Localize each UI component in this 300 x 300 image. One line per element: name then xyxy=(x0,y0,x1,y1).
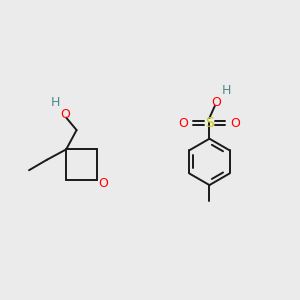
Text: S: S xyxy=(205,116,214,130)
Text: O: O xyxy=(99,177,109,190)
Text: O: O xyxy=(60,108,70,121)
Text: O: O xyxy=(178,117,188,130)
Text: O: O xyxy=(211,96,221,109)
Text: O: O xyxy=(231,117,241,130)
Text: H: H xyxy=(51,96,61,109)
Text: H: H xyxy=(221,84,231,97)
